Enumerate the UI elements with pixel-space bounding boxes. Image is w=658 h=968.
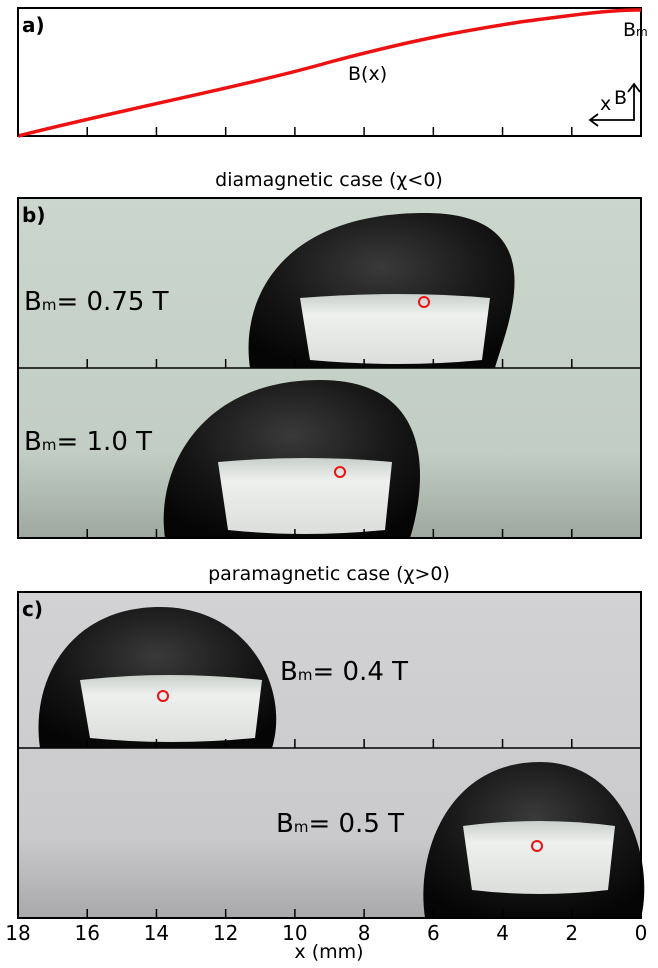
axis-x-label: x [600,93,611,115]
max-sub: m [636,25,648,39]
b-symbol: B [24,427,42,457]
b-sub: m [294,818,309,836]
axis-b-label: B [614,87,627,109]
b-sub: m [298,666,313,684]
curve-label: B(x) [348,63,387,85]
b-value: = 0.5 T [308,809,404,839]
b-symbol: B [24,287,42,317]
b-sub: m [42,296,57,314]
panel-a-frame [18,8,641,136]
b-value: = 0.4 T [312,657,408,687]
droplet-core [80,675,262,742]
panel-label: c) [22,597,43,621]
b-sub: m [42,436,57,454]
panel-label: b) [22,203,45,227]
x-tick-label: 18 [5,921,30,945]
x-tick-label: 10 [282,921,307,945]
panel-label: a) [22,13,45,37]
droplet-core [218,458,392,534]
x-tick-label: 16 [74,921,99,945]
x-tick-label: 8 [358,921,371,945]
b-symbol: B [276,809,294,839]
droplet-core [463,821,615,894]
panel-title: diamagnetic case (χ<0) [215,169,443,191]
x-tick-label: 12 [213,921,238,945]
max-symbol: B [623,19,636,41]
x-tick-label: 4 [496,921,509,945]
max-label: Bm [623,19,648,41]
figure: a) B(x) Bm B x diamagnetic case (χ<0) b)… [0,0,658,964]
b-value: = 0.75 T [56,287,168,317]
b-symbol: B [280,657,298,687]
droplet-core [300,294,490,364]
panel-title: paramagnetic case (χ>0) [208,563,450,585]
b-value: = 1.0 T [56,427,152,457]
x-tick-label: 0 [635,921,648,945]
x-tick-label: 14 [144,921,169,945]
x-tick-label: 6 [427,921,440,945]
x-tick-label: 2 [565,921,578,945]
